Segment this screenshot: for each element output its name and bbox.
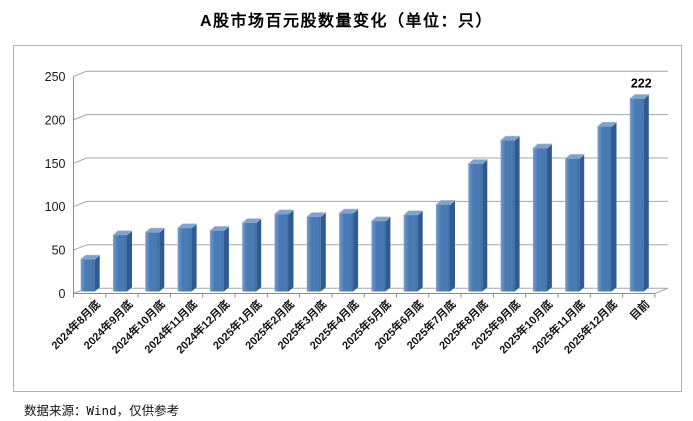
- bar-side-face: [482, 159, 488, 292]
- bar-front-face: [565, 158, 580, 292]
- bar: [467, 159, 489, 292]
- bar-side-face: [611, 122, 617, 292]
- y-tick-label: 50: [52, 244, 66, 258]
- bar-front-face: [339, 213, 354, 292]
- y-tick-label: 250: [45, 70, 66, 84]
- floor-right-edge: [654, 287, 669, 294]
- bar: [305, 212, 327, 292]
- bar: [435, 200, 456, 292]
- gridline-diagonal: [73, 70, 87, 77]
- bar: [402, 210, 424, 292]
- axis-group: [73, 76, 669, 298]
- bar-side-face: [191, 223, 197, 292]
- bar-side-face: [450, 200, 455, 292]
- bar-side-face: [385, 216, 391, 292]
- bar-front-face: [371, 221, 386, 292]
- bar-side-face: [288, 209, 294, 292]
- chart-title: A股市场百元股数量变化（单位：只）: [199, 13, 494, 30]
- bar: [596, 121, 618, 292]
- bar-front-face: [177, 228, 192, 292]
- bar-front-face: [209, 230, 224, 292]
- bar-side-face: [320, 212, 326, 292]
- bar-data-label: 222: [631, 77, 652, 91]
- bar-front-face: [468, 163, 483, 292]
- bar-front-face: [403, 215, 418, 292]
- bar-front-face: [113, 235, 127, 292]
- bar: [338, 208, 359, 292]
- bar: [499, 135, 521, 292]
- data-source-note: 数据来源：Wind，仅供参考: [24, 403, 180, 418]
- gridline-diagonal: [73, 157, 87, 164]
- y-tick-label: 100: [45, 200, 66, 214]
- y-tick-label: 0: [59, 287, 66, 301]
- bar-side-face: [643, 94, 649, 292]
- bar: [370, 216, 392, 292]
- bar-side-face: [94, 255, 100, 292]
- bar: [112, 230, 133, 292]
- bar-front-face: [242, 222, 257, 292]
- bar-front-face: [274, 214, 289, 292]
- bar-front-face: [145, 232, 160, 292]
- bar-side-face: [256, 218, 262, 292]
- bar-side-face: [127, 230, 132, 292]
- bar-side-face: [514, 136, 520, 292]
- x-tick-label: 目前: [627, 297, 652, 322]
- bar-front-face: [80, 259, 95, 292]
- bar-side-face: [159, 228, 165, 292]
- bar-side-face: [223, 226, 229, 292]
- chart-frame: 0 50 100 150 200 250 222 2024年8月底 2024年9月底 2024年1…: [13, 45, 682, 392]
- bar-front-face: [629, 98, 644, 292]
- bar: [144, 227, 166, 292]
- bar-front-face: [532, 148, 547, 292]
- bar: [273, 209, 295, 292]
- bar-side-face: [579, 154, 585, 292]
- bar-front-face: [597, 126, 612, 292]
- bar-side-face: [353, 209, 359, 292]
- bar: [176, 223, 198, 292]
- bar-top-face: [467, 159, 489, 165]
- bar: [79, 254, 101, 292]
- bars-group: [79, 94, 650, 292]
- bar-side-face: [417, 210, 423, 292]
- bar-front-face: [306, 216, 321, 292]
- gridline-diagonal: [73, 114, 87, 121]
- x-tick-label: 2025年12月底: [561, 297, 620, 356]
- gridline-diagonal: [73, 244, 87, 251]
- bar-front-face: [436, 204, 450, 292]
- bar-side-face: [546, 143, 552, 292]
- y-tick-label: 200: [45, 113, 66, 127]
- gridline-diagonal: [73, 200, 87, 208]
- bar-front-face: [500, 140, 515, 292]
- bar: [241, 218, 263, 292]
- y-tick-label: 150: [45, 157, 66, 171]
- bar: [628, 94, 650, 292]
- bar: [532, 143, 553, 292]
- bar: [209, 226, 230, 292]
- bar: [564, 154, 586, 292]
